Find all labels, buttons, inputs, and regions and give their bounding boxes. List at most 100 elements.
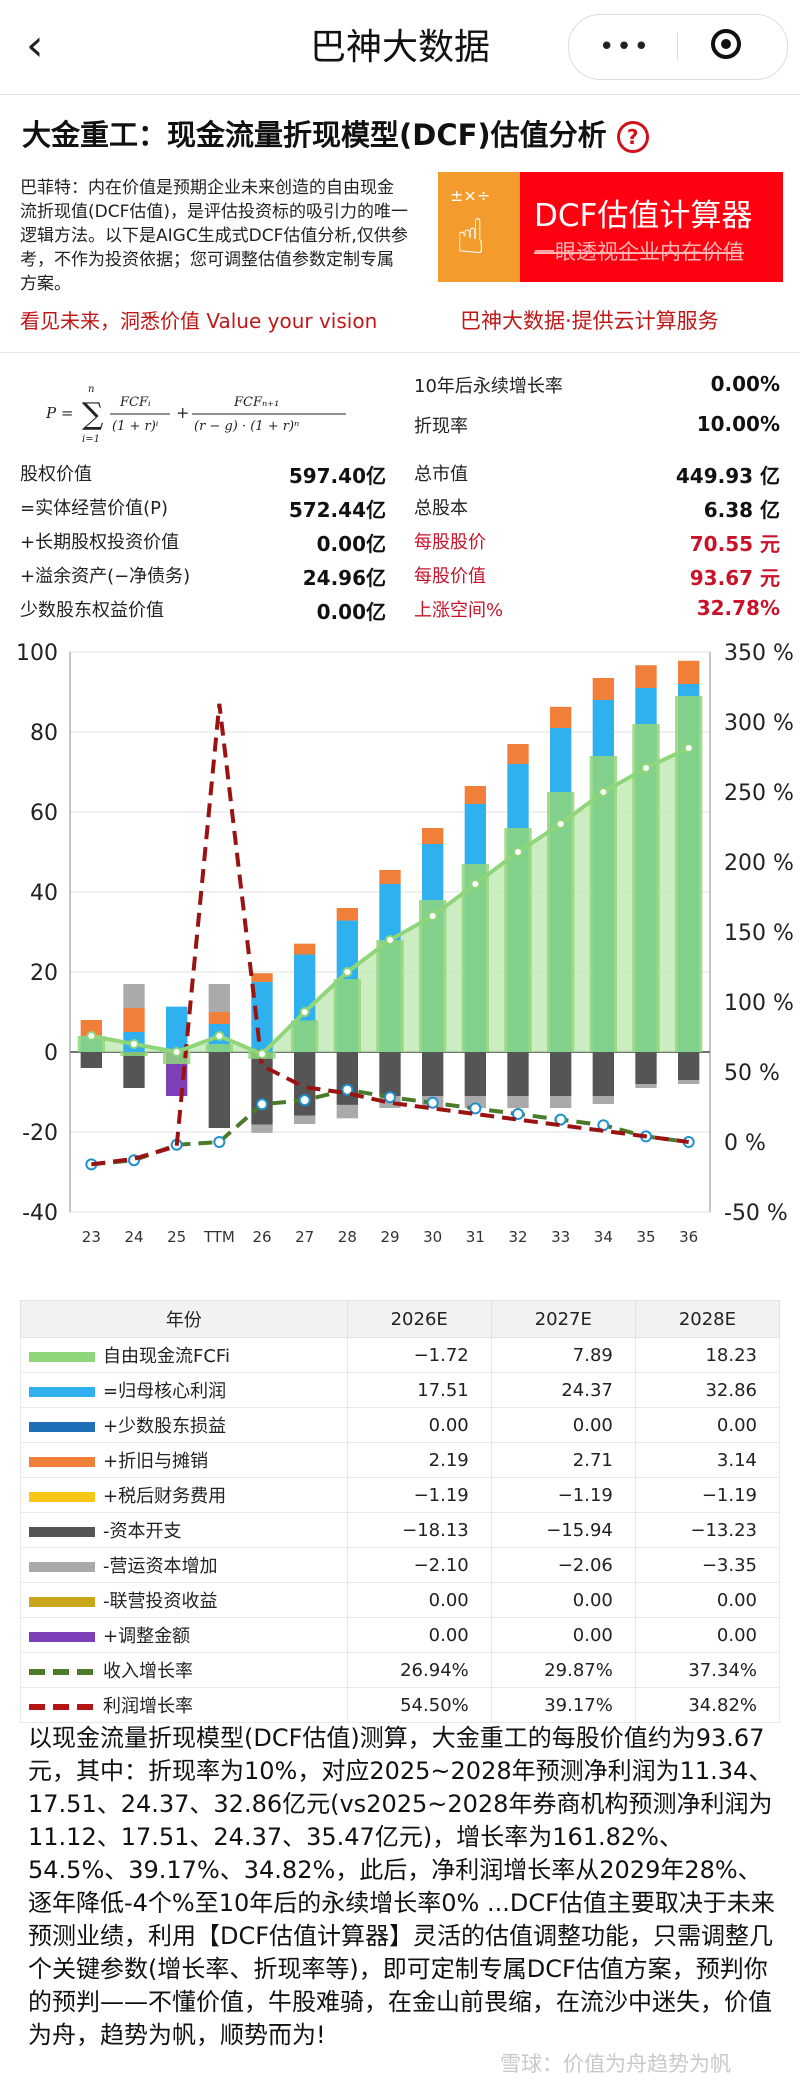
fcf-bar bbox=[504, 828, 532, 1052]
market-cap-label: 总市值 bbox=[414, 464, 468, 485]
equity-value: 597.40亿 bbox=[288, 464, 386, 488]
intro-text: 巴菲特：内在价值是预期企业未来创造的自由现金流折现值(DCF估值)，是评估投资标… bbox=[20, 178, 409, 294]
lt-equity-investment-value: 0.00亿 bbox=[316, 532, 386, 556]
entity-value-label: =实体经营价值(P) bbox=[20, 498, 168, 519]
table-row: 利润增长率 54.50% 39.17% 34.82% bbox=[20, 1687, 781, 1723]
left-axis-tick-label: 80 bbox=[30, 721, 58, 746]
table-cell: 0.00 bbox=[634, 1582, 781, 1618]
svg-text:P =: P = bbox=[46, 404, 73, 422]
table-header-2027e: 2027E bbox=[490, 1300, 636, 1338]
fcf-point bbox=[641, 763, 651, 773]
table-row: +调整金额 0.00 0.00 0.00 bbox=[20, 1617, 781, 1653]
fcf-bar bbox=[120, 1052, 148, 1056]
fcf-point bbox=[342, 967, 353, 977]
help-icon[interactable]: ? bbox=[616, 121, 649, 153]
back-icon[interactable]: ‹ bbox=[26, 20, 44, 71]
lt-equity-investment-label: +长期股权投资价值 bbox=[20, 532, 180, 553]
market-cap-value: 449.93 亿 bbox=[675, 464, 780, 488]
bar-+折旧与摊销 bbox=[208, 1012, 230, 1024]
fcf-bar bbox=[77, 1036, 105, 1052]
table-header-2028e: 2028E bbox=[634, 1300, 781, 1338]
table-cell: −18.13 bbox=[346, 1512, 492, 1548]
dcf-chart: -40 -20 0 20 40 60 80 100 -50 % 0 % 50 % 100 % 150 %… bbox=[16, 641, 794, 1246]
page-title-text: 大金重工：现金流量折现模型(DCF)估值分析 bbox=[22, 118, 607, 152]
left-axis-tick-label: 40 bbox=[30, 881, 58, 906]
surplus-assets-value: 24.96亿 bbox=[302, 566, 386, 590]
more-icon[interactable]: ••• bbox=[599, 32, 652, 62]
service-link[interactable]: 巴神大数据·提供云计算服务 bbox=[460, 309, 719, 333]
table-row-label: -营运资本增加 bbox=[103, 1556, 218, 1577]
table-cell: 0.00 bbox=[490, 1617, 636, 1653]
table-cell: 0.00 bbox=[346, 1407, 492, 1443]
line-point bbox=[426, 1096, 439, 1109]
table-header-row: 年份 2026E 2027E 2028E bbox=[20, 1300, 781, 1338]
bar--资本开支 bbox=[550, 1052, 572, 1096]
operators-icon: ±×÷ bbox=[450, 186, 491, 205]
bar--营运资本增加 bbox=[208, 984, 230, 1012]
discount-rate-value[interactable]: 10.00% bbox=[696, 412, 780, 436]
svg-text:(1 + r)ⁱ: (1 + r)ⁱ bbox=[112, 419, 159, 434]
table-row-label: 利润增长率 bbox=[103, 1696, 193, 1717]
bar--营运资本增加 bbox=[592, 1096, 614, 1104]
fcf-point bbox=[257, 1049, 267, 1059]
bar--资本开支 bbox=[208, 1052, 230, 1128]
table-cell: 2.71 bbox=[490, 1442, 636, 1478]
line-point bbox=[298, 1094, 311, 1107]
fcf-bar bbox=[205, 1044, 233, 1052]
svg-text:+: + bbox=[176, 403, 189, 422]
right-axis-tick-label: 150 % bbox=[724, 921, 794, 946]
bar-+折旧与摊销 bbox=[294, 943, 316, 955]
fcf-point bbox=[427, 911, 438, 921]
bar--资本开支 bbox=[123, 1052, 145, 1088]
analysis-paragraph: 以现金流量折现模型(DCF估值)测算，大金重工的每股价值约为93.67元，其中：… bbox=[28, 1724, 775, 2049]
fcf-area bbox=[91, 748, 689, 1054]
fcf-point bbox=[129, 1039, 139, 1049]
total-shares-value: 6.38 亿 bbox=[703, 498, 780, 522]
fcf-point bbox=[86, 1031, 97, 1041]
table-cell: 39.17% bbox=[490, 1687, 636, 1723]
svg-text:(r − g) · (1 + r)ⁿ: (r − g) · (1 + r)ⁿ bbox=[194, 419, 299, 434]
fcf-point bbox=[683, 743, 694, 753]
bar--资本开支 bbox=[422, 1052, 444, 1096]
close-target-icon[interactable] bbox=[711, 29, 741, 59]
x-tick-label: 31 bbox=[466, 1228, 485, 1246]
bar-+折旧与摊销 bbox=[550, 706, 572, 728]
bar--资本开支 bbox=[635, 1052, 657, 1084]
table-row-label-cell: -联营投资收益 bbox=[20, 1582, 348, 1618]
fcf-point bbox=[470, 879, 481, 889]
table-row-label: +折旧与摊销 bbox=[103, 1451, 209, 1472]
minority-interest-value: 0.00亿 bbox=[316, 600, 386, 624]
legend-swatch bbox=[29, 1597, 95, 1607]
slogan: 看见未来，洞悉价值 Value your vision bbox=[20, 309, 378, 333]
table-cell: 0.00 bbox=[634, 1617, 781, 1653]
right-axis-tick-label: 250 % bbox=[724, 781, 794, 806]
table-cell: 26.94% bbox=[346, 1652, 492, 1688]
table-cell: 29.87% bbox=[490, 1652, 636, 1688]
per-share-value: 93.67 元 bbox=[689, 566, 780, 590]
line-point bbox=[256, 1098, 268, 1111]
bar--营运资本增加 bbox=[464, 1096, 486, 1108]
table-cell: −15.94 bbox=[490, 1512, 636, 1548]
fcf-bar bbox=[675, 696, 703, 1052]
table-cell: 24.37 bbox=[490, 1372, 636, 1408]
dcf-calculator-banner[interactable]: ±×÷ ☝ DCF估值计算器 一眼透视企业内在价值 bbox=[438, 172, 783, 282]
legend-swatch bbox=[29, 1387, 95, 1397]
bar--营运资本增加 bbox=[635, 1084, 657, 1088]
bar-+折旧与摊销 bbox=[422, 828, 444, 844]
table-row-label-cell: -营运资本增加 bbox=[20, 1547, 348, 1583]
line-point bbox=[554, 1113, 567, 1126]
right-axis-tick-label: 300 % bbox=[724, 711, 794, 736]
table-cell: 32.86 bbox=[634, 1372, 781, 1408]
bar--营运资本增加 bbox=[336, 1104, 358, 1119]
discount-rate-label: 折现率 bbox=[414, 416, 468, 437]
bar-+折旧与摊销 bbox=[635, 665, 657, 688]
share-price-label: 每股股价 bbox=[414, 532, 486, 553]
nav-title: 巴神大数据 bbox=[309, 27, 490, 68]
left-axis-tick-label: 20 bbox=[30, 961, 58, 986]
bar--资本开支 bbox=[507, 1052, 529, 1096]
legend-swatch bbox=[29, 1457, 95, 1467]
perpetual-growth-value[interactable]: 0.00% bbox=[710, 372, 780, 396]
table-cell: 0.00 bbox=[346, 1617, 492, 1653]
x-tick-label: 28 bbox=[338, 1228, 357, 1246]
legend-swatch bbox=[29, 1352, 95, 1362]
